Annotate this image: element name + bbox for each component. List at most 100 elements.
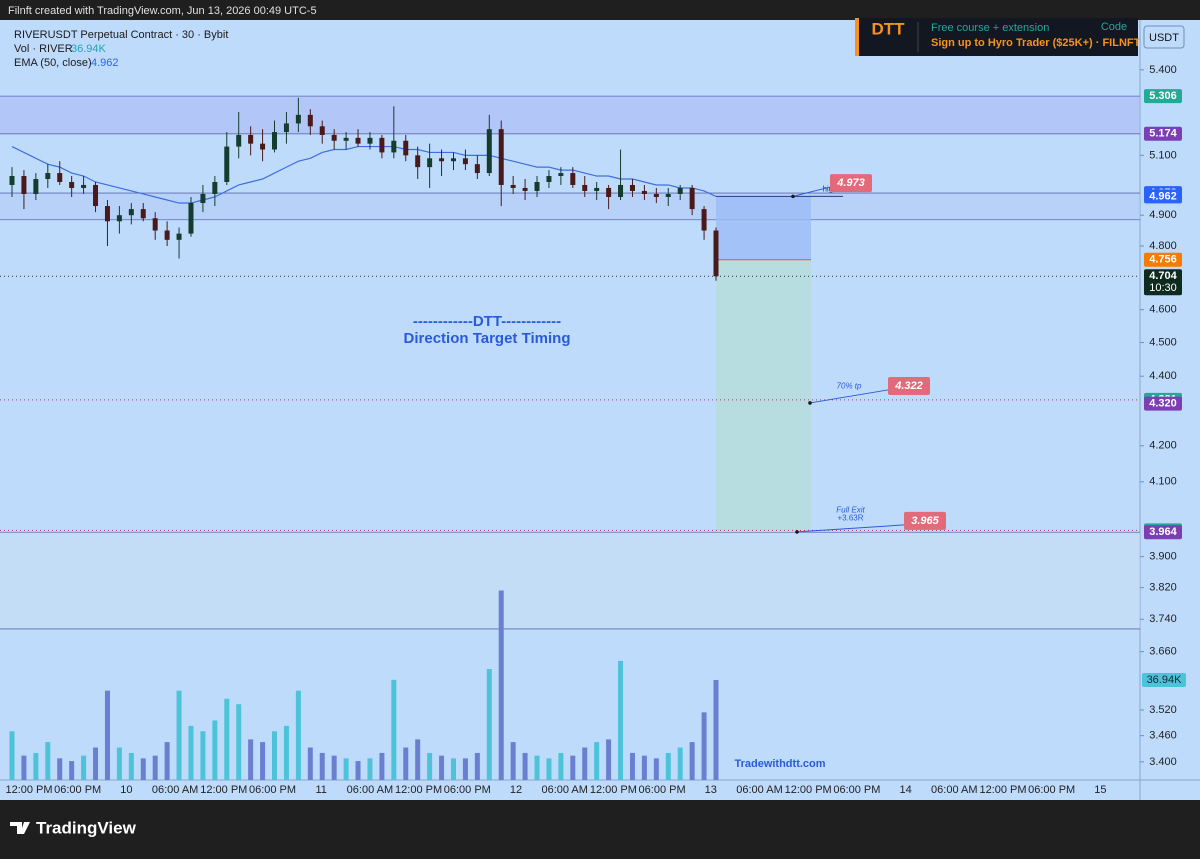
currency-box[interactable] [1143, 25, 1185, 49]
vol-label: Vol · RIVER [14, 43, 73, 55]
ad-accent [855, 18, 859, 56]
price-label: 5.174 [1149, 128, 1177, 140]
volume-bar [81, 755, 87, 780]
volume-bar [319, 752, 325, 780]
volume-bar [45, 742, 51, 780]
volume-bar [713, 680, 719, 780]
candle-body [522, 187, 528, 191]
credit: Filnft created with TradingView.com, Jun… [8, 5, 317, 17]
candle-body [474, 164, 480, 174]
price-label-box [1144, 89, 1182, 104]
candle-body [439, 158, 445, 162]
y-tick-label: 3.520 [1149, 704, 1177, 716]
symbol: RIVERUSDT Perpetual Contract · 30 · Bybi… [14, 29, 228, 41]
x-tick-label: 06:00 AM [152, 784, 198, 796]
zone [0, 96, 1140, 134]
price-label: 4.320 [1149, 398, 1177, 410]
volume-bar [462, 758, 468, 780]
candle-body [176, 233, 182, 240]
y-tick-label: 4.100 [1149, 476, 1177, 488]
volume-bar [606, 739, 612, 780]
volume-bar [307, 747, 313, 780]
volume-bar [594, 742, 600, 780]
candle-body [45, 173, 51, 180]
candle-body [272, 132, 278, 150]
volume-bar [558, 752, 564, 780]
ad-line1: Free course + extension [931, 22, 1049, 34]
ema-value: 4.962 [91, 57, 119, 69]
ad-box[interactable] [855, 18, 1138, 56]
candle-body [641, 190, 647, 194]
y-tick-label: 3.460 [1149, 730, 1177, 742]
price-label: 4.704 [1149, 270, 1177, 282]
candle-body [188, 203, 194, 234]
volume-bar [379, 752, 385, 780]
x-tick-label: 12:00 PM [785, 784, 832, 796]
volume-bar [57, 758, 63, 780]
y-tick-label: 5.400 [1149, 64, 1177, 76]
ad-brand: DTT [871, 19, 905, 38]
x-tick-label: 12 [510, 784, 522, 796]
volume-bar [331, 755, 337, 780]
volume-label: 36.94K [1147, 674, 1183, 686]
volume-bar [164, 742, 170, 780]
currency: USDT [1149, 32, 1179, 44]
zone [0, 532, 1140, 629]
volume-bar [546, 758, 552, 780]
logo-text: TradingView [36, 818, 137, 837]
volume-bar [176, 690, 182, 780]
volume-bar [248, 739, 254, 780]
candle-body [69, 181, 75, 188]
volume-bar [116, 747, 122, 780]
candle-body [248, 134, 254, 144]
candle-body [558, 173, 564, 177]
volume-bar [486, 669, 492, 780]
candle-body [21, 176, 27, 194]
candle-body [391, 140, 397, 153]
candle-body [403, 140, 409, 156]
volume-bar [152, 755, 158, 780]
zone [0, 193, 1140, 220]
y-tick-label: 4.200 [1149, 440, 1177, 452]
volume-bar [582, 747, 588, 780]
candle-body [486, 129, 492, 174]
volume-bar [33, 752, 39, 780]
volume-bar [212, 720, 218, 780]
candle-body [450, 158, 456, 162]
candle-body [462, 158, 468, 165]
position-risk [716, 196, 811, 260]
candle-body [140, 209, 146, 219]
plot-area [0, 20, 1140, 780]
volume-bar [665, 752, 671, 780]
callout-box [888, 376, 930, 395]
candle-body [355, 137, 361, 144]
callout-arrow [792, 186, 831, 197]
callout-note: +3.63R [837, 514, 863, 523]
candle-body [164, 230, 170, 240]
y-tick-label: 4.600 [1149, 304, 1177, 316]
volume-bar [9, 731, 15, 780]
ema-label: EMA (50, close) [14, 57, 92, 69]
candle-body [236, 134, 242, 147]
candle-body [93, 184, 99, 207]
ema-line [11, 145, 717, 204]
price-label: 4.756 [1149, 254, 1177, 266]
site: Tradewithdtt.com [734, 758, 825, 770]
x-tick-label: 15 [1094, 784, 1106, 796]
volume-bar [236, 704, 242, 780]
volume-bar [367, 758, 373, 780]
candle-body [689, 187, 695, 210]
candle-body [57, 173, 63, 182]
x-tick-label: 12:00 PM [979, 784, 1026, 796]
candle-body [570, 173, 576, 185]
callout-arrow [796, 524, 905, 533]
volume-bar [439, 755, 445, 780]
x-tick-label: 11 [315, 784, 326, 796]
price-label: 5.306 [1149, 90, 1177, 102]
y-tick-label: 3.820 [1149, 582, 1177, 594]
time-axis [0, 780, 1140, 800]
candle-body [307, 114, 313, 127]
position-reward [716, 259, 811, 532]
candle-body [510, 184, 516, 188]
candle-body [498, 129, 504, 185]
